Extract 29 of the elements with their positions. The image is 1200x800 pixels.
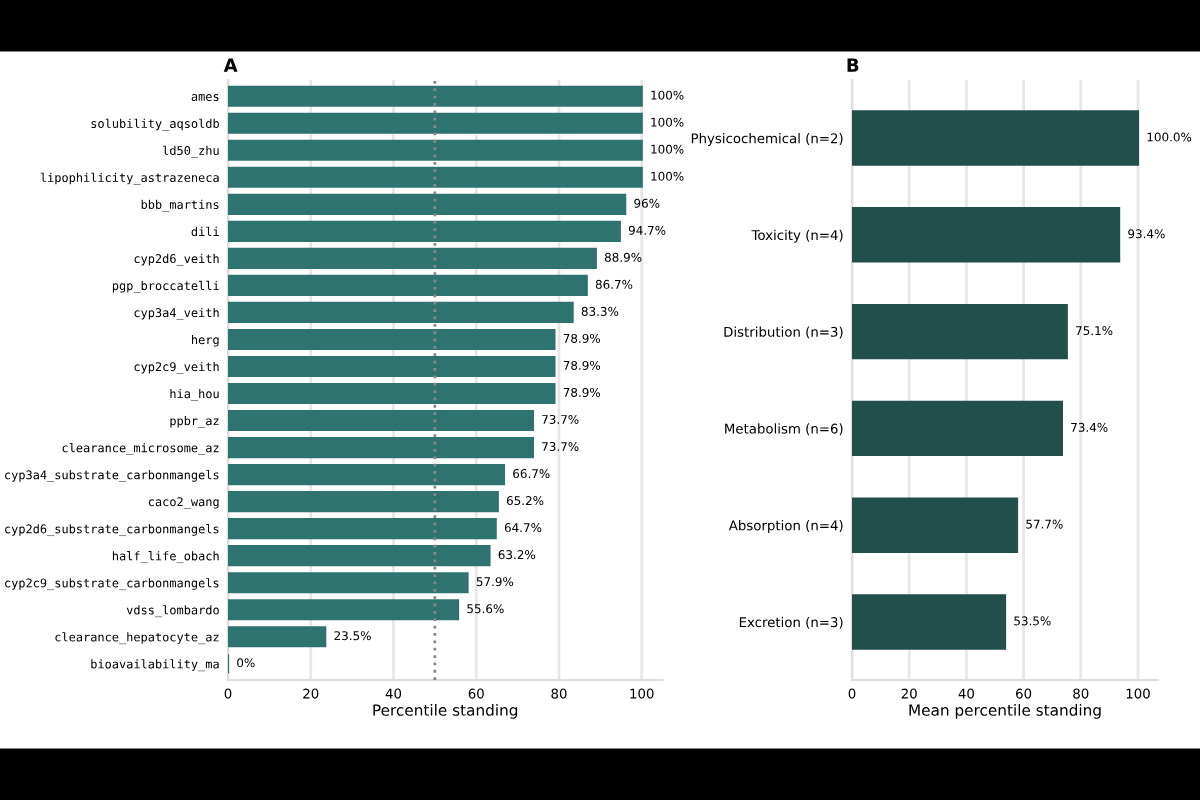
bar bbox=[228, 626, 327, 648]
bar bbox=[852, 497, 1019, 553]
bar bbox=[228, 599, 460, 621]
bar bbox=[228, 193, 627, 215]
bar bbox=[852, 303, 1068, 360]
bar bbox=[852, 207, 1121, 263]
bar bbox=[228, 518, 497, 540]
bar bbox=[852, 110, 1140, 166]
bar bbox=[852, 400, 1064, 457]
bar bbox=[228, 247, 597, 269]
bar bbox=[228, 112, 643, 134]
bar bbox=[228, 301, 574, 323]
bar bbox=[228, 166, 643, 188]
bar bbox=[228, 464, 506, 486]
bar bbox=[852, 594, 1007, 650]
bar bbox=[228, 139, 643, 161]
chart-title: A bbox=[223, 58, 238, 72]
chart-title: B bbox=[847, 58, 859, 72]
bar bbox=[228, 355, 556, 378]
bar bbox=[228, 491, 499, 513]
bar bbox=[228, 274, 588, 296]
bar bbox=[228, 437, 535, 459]
bar bbox=[228, 85, 643, 107]
bar bbox=[228, 545, 491, 567]
bar bbox=[228, 409, 535, 432]
bar bbox=[228, 572, 469, 594]
bar bbox=[228, 382, 556, 405]
bar bbox=[228, 220, 621, 242]
bar bbox=[228, 328, 556, 351]
